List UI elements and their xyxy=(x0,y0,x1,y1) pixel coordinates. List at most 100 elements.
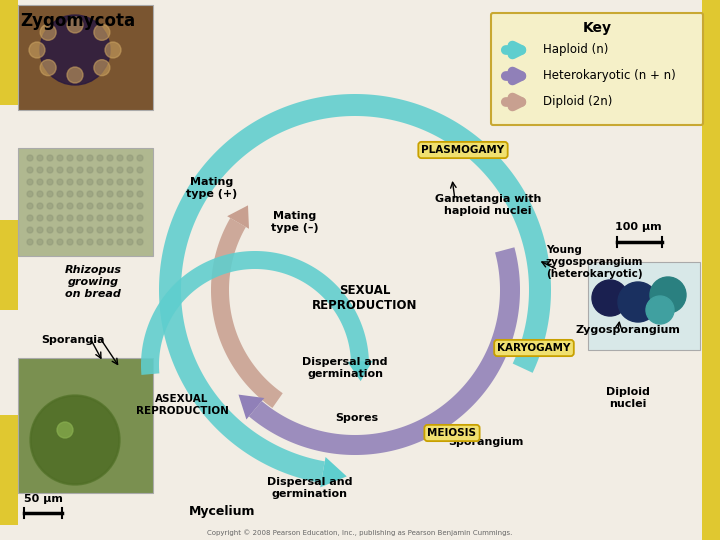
Polygon shape xyxy=(320,457,347,488)
Circle shape xyxy=(137,203,143,209)
Circle shape xyxy=(117,215,123,221)
Text: Young
zygosporangium
(heterokaryotic): Young zygosporangium (heterokaryotic) xyxy=(546,245,644,279)
FancyArrowPatch shape xyxy=(505,98,521,106)
Text: Rhizopus
growing
on bread: Rhizopus growing on bread xyxy=(65,265,122,299)
Circle shape xyxy=(47,167,53,173)
Text: 50 μm: 50 μm xyxy=(24,494,63,504)
Circle shape xyxy=(37,155,43,161)
Circle shape xyxy=(57,227,63,233)
Circle shape xyxy=(37,179,43,185)
Text: Gametangia with
haploid nuclei: Gametangia with haploid nuclei xyxy=(435,194,541,216)
Circle shape xyxy=(618,282,658,322)
Circle shape xyxy=(77,227,83,233)
Text: Dispersal and
germination: Dispersal and germination xyxy=(267,477,353,499)
Text: Mycelium: Mycelium xyxy=(189,505,256,518)
Circle shape xyxy=(27,215,33,221)
Circle shape xyxy=(117,167,123,173)
Text: Spores: Spores xyxy=(335,413,378,423)
Circle shape xyxy=(27,155,33,161)
Circle shape xyxy=(47,227,53,233)
Bar xyxy=(702,0,720,540)
Circle shape xyxy=(137,191,143,197)
Circle shape xyxy=(97,203,103,209)
Circle shape xyxy=(97,239,103,245)
Circle shape xyxy=(47,155,53,161)
Circle shape xyxy=(87,155,93,161)
Circle shape xyxy=(127,239,133,245)
Circle shape xyxy=(127,167,133,173)
Circle shape xyxy=(97,155,103,161)
Circle shape xyxy=(27,239,33,245)
Circle shape xyxy=(87,167,93,173)
Circle shape xyxy=(127,203,133,209)
Circle shape xyxy=(127,155,133,161)
Circle shape xyxy=(107,191,113,197)
Circle shape xyxy=(27,167,33,173)
Text: Zygomycota: Zygomycota xyxy=(20,12,135,30)
Circle shape xyxy=(137,239,143,245)
Text: Dispersal and
germination: Dispersal and germination xyxy=(302,357,388,379)
Circle shape xyxy=(31,396,119,484)
Circle shape xyxy=(47,191,53,197)
Circle shape xyxy=(77,215,83,221)
Circle shape xyxy=(117,179,123,185)
Circle shape xyxy=(37,215,43,221)
Text: Diploid
nuclei: Diploid nuclei xyxy=(606,387,650,409)
Circle shape xyxy=(57,191,63,197)
Circle shape xyxy=(47,203,53,209)
Text: Haploid (n): Haploid (n) xyxy=(543,44,608,57)
Circle shape xyxy=(117,239,123,245)
Polygon shape xyxy=(347,361,372,381)
Circle shape xyxy=(57,167,63,173)
Circle shape xyxy=(77,239,83,245)
Bar xyxy=(0,220,18,310)
Text: Diploid (2n): Diploid (2n) xyxy=(543,96,613,109)
Circle shape xyxy=(67,167,73,173)
Circle shape xyxy=(37,203,43,209)
Circle shape xyxy=(87,203,93,209)
Circle shape xyxy=(67,179,73,185)
Circle shape xyxy=(40,15,110,85)
Circle shape xyxy=(27,203,33,209)
Circle shape xyxy=(592,280,628,316)
Circle shape xyxy=(87,227,93,233)
Circle shape xyxy=(40,60,56,76)
Text: Heterokaryotic (n + n): Heterokaryotic (n + n) xyxy=(543,70,676,83)
Circle shape xyxy=(47,239,53,245)
Circle shape xyxy=(127,191,133,197)
Circle shape xyxy=(137,227,143,233)
Circle shape xyxy=(30,395,120,485)
Circle shape xyxy=(127,227,133,233)
Text: KARYOGAMY: KARYOGAMY xyxy=(498,343,571,353)
Circle shape xyxy=(117,191,123,197)
Polygon shape xyxy=(249,247,520,455)
Circle shape xyxy=(37,239,43,245)
FancyArrowPatch shape xyxy=(505,72,521,80)
Circle shape xyxy=(137,155,143,161)
Bar xyxy=(18,358,153,493)
Circle shape xyxy=(117,155,123,161)
Bar xyxy=(18,148,153,256)
Circle shape xyxy=(107,203,113,209)
Circle shape xyxy=(57,422,73,438)
Circle shape xyxy=(40,24,56,40)
Circle shape xyxy=(87,215,93,221)
Circle shape xyxy=(77,191,83,197)
Circle shape xyxy=(57,179,63,185)
Circle shape xyxy=(67,203,73,209)
Text: 100 μm: 100 μm xyxy=(615,222,661,232)
Circle shape xyxy=(137,167,143,173)
Circle shape xyxy=(57,239,63,245)
Circle shape xyxy=(107,155,113,161)
Circle shape xyxy=(97,167,103,173)
Circle shape xyxy=(127,215,133,221)
Circle shape xyxy=(107,227,113,233)
Polygon shape xyxy=(238,395,264,420)
Circle shape xyxy=(67,215,73,221)
Text: PLASMOGAMY: PLASMOGAMY xyxy=(421,145,505,155)
Circle shape xyxy=(57,215,63,221)
Circle shape xyxy=(105,42,121,58)
Circle shape xyxy=(77,179,83,185)
Text: SEXUAL
REPRODUCTION: SEXUAL REPRODUCTION xyxy=(312,284,418,312)
Circle shape xyxy=(67,67,83,83)
